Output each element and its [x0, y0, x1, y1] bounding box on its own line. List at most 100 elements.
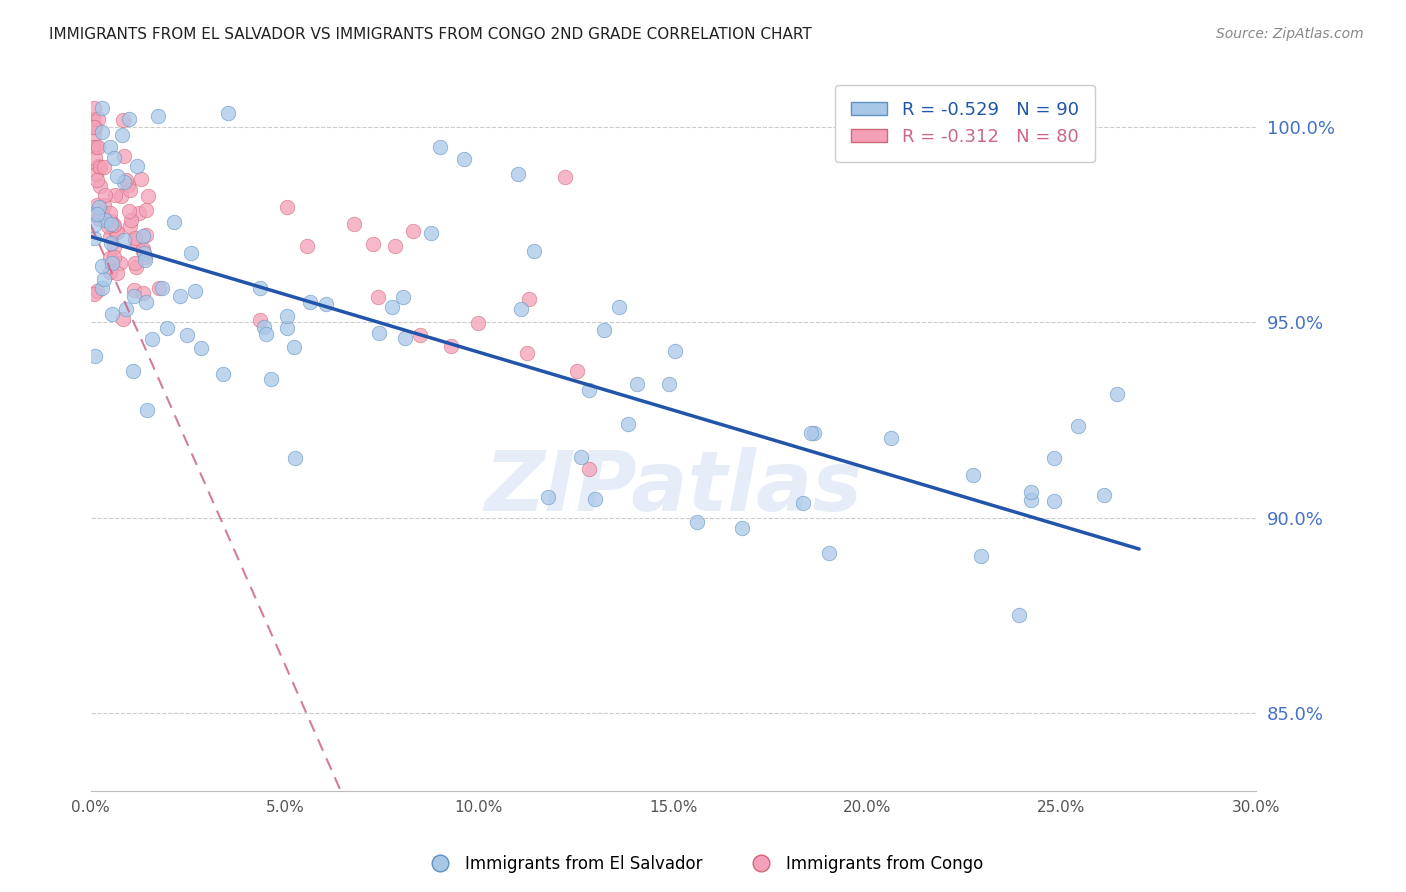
Point — [82, 112, 104, 127]
Point — [180, 246, 202, 260]
Point — [731, 521, 754, 535]
Point — [211, 367, 233, 381]
Point — [90, 259, 112, 273]
Point — [132, 242, 155, 256]
Point — [84, 120, 107, 135]
Point — [803, 425, 825, 440]
Point — [361, 237, 384, 252]
Point — [83, 349, 105, 363]
Point — [89, 200, 111, 214]
Point — [315, 297, 337, 311]
Point — [83, 120, 105, 135]
Point — [101, 219, 124, 233]
Point — [112, 175, 135, 189]
Point — [110, 189, 132, 203]
Point — [517, 293, 540, 307]
Point — [592, 323, 614, 337]
Point — [124, 233, 146, 247]
Point — [98, 139, 121, 153]
Point — [100, 218, 122, 232]
Point — [169, 288, 191, 302]
Point — [83, 218, 105, 232]
Point — [583, 491, 606, 506]
Point — [283, 340, 305, 354]
Point — [100, 235, 122, 250]
Point — [101, 256, 124, 270]
Point — [249, 281, 271, 295]
Point — [93, 213, 115, 227]
Point — [111, 128, 134, 142]
Point — [98, 265, 121, 279]
Point — [1019, 485, 1042, 500]
Point — [86, 112, 108, 127]
Point — [124, 231, 146, 245]
Point — [607, 300, 630, 314]
Legend: R = -0.529   N = 90, R = -0.312   N = 80: R = -0.529 N = 90, R = -0.312 N = 80 — [835, 85, 1095, 162]
Point — [97, 219, 120, 233]
Point — [1105, 386, 1128, 401]
Point — [124, 256, 146, 270]
Point — [120, 212, 142, 227]
Point — [115, 173, 138, 187]
Point — [394, 330, 416, 344]
Point — [1019, 493, 1042, 508]
Point — [132, 244, 155, 259]
Point — [89, 160, 111, 174]
Point — [122, 289, 145, 303]
Point — [105, 266, 128, 280]
Point — [118, 219, 141, 233]
Point — [82, 139, 104, 153]
Point — [686, 515, 709, 529]
Point — [135, 294, 157, 309]
Point — [565, 364, 588, 378]
Point — [132, 285, 155, 300]
Point — [616, 417, 638, 431]
Point — [118, 183, 141, 197]
Point — [156, 320, 179, 334]
Point — [1007, 608, 1029, 623]
Point — [467, 316, 489, 330]
Point — [381, 301, 404, 315]
Point — [818, 546, 841, 560]
Point — [98, 252, 121, 266]
Point — [111, 113, 134, 128]
Point — [298, 295, 321, 310]
Point — [1066, 419, 1088, 434]
Point — [150, 281, 173, 295]
Point — [134, 246, 156, 260]
Text: ZIPatlas: ZIPatlas — [484, 447, 862, 528]
Point — [1043, 450, 1066, 465]
Point — [89, 211, 111, 226]
Point — [128, 206, 150, 220]
Point — [578, 462, 600, 476]
Point — [1042, 494, 1064, 508]
Point — [105, 169, 128, 184]
Point — [105, 225, 128, 239]
Point — [1092, 488, 1115, 502]
Point — [163, 215, 186, 229]
Point — [84, 152, 107, 166]
Point — [93, 160, 115, 174]
Point — [89, 178, 111, 193]
Point — [86, 167, 108, 181]
Point — [91, 281, 114, 295]
Text: Source: ZipAtlas.com: Source: ZipAtlas.com — [1216, 27, 1364, 41]
Point — [91, 206, 114, 220]
Point — [537, 490, 560, 504]
Point — [94, 188, 117, 202]
Point — [295, 239, 318, 253]
Point — [135, 227, 157, 242]
Point — [276, 309, 298, 323]
Point — [115, 302, 138, 317]
Point — [402, 224, 425, 238]
Point — [880, 431, 903, 445]
Point — [103, 250, 125, 264]
Point — [970, 549, 993, 564]
Point — [98, 230, 121, 244]
Point — [554, 169, 576, 184]
Point — [509, 302, 531, 317]
Point — [86, 284, 108, 298]
Point — [93, 271, 115, 285]
Point — [569, 450, 592, 464]
Point — [800, 426, 823, 441]
